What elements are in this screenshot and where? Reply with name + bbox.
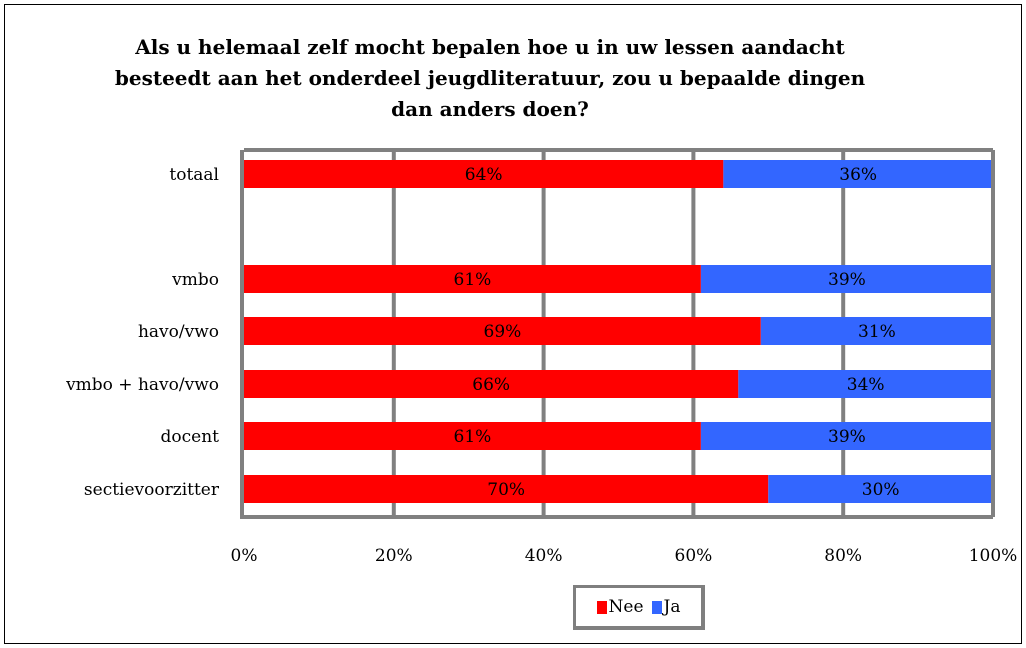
data-label: 30% <box>862 480 900 500</box>
data-label: 39% <box>828 270 866 290</box>
legend-label-ja: Ja <box>663 597 681 617</box>
data-label: 31% <box>858 322 896 342</box>
bar-ja <box>700 265 993 293</box>
y-category-label: totaal <box>169 165 219 185</box>
legend-swatch-nee <box>596 600 607 614</box>
bar-nee <box>244 265 701 293</box>
bar-ja <box>768 475 993 503</box>
data-label: 61% <box>454 270 492 290</box>
y-category-label: vmbo + havo/vwo <box>65 375 219 395</box>
y-category-label: sectievoorzitter <box>84 480 220 500</box>
data-label: 34% <box>847 375 885 395</box>
chart-title: Als u helemaal zelf mocht bepalen hoe u … <box>114 35 866 121</box>
bar-ja <box>760 317 993 345</box>
data-label: 69% <box>484 322 522 342</box>
x-tick-label: 40% <box>525 546 563 566</box>
legend-entry-ja: Ja <box>651 597 681 617</box>
legend-entry-nee: Nee <box>596 597 644 617</box>
x-tick-label: 20% <box>375 546 413 566</box>
y-category-label: havo/vwo <box>138 322 219 342</box>
bar-nee <box>244 370 739 398</box>
legend-swatch-ja <box>651 600 662 614</box>
bar-ja <box>723 160 993 188</box>
bar-nee <box>244 475 769 503</box>
bar-ja <box>738 370 993 398</box>
y-category-label: vmbo <box>171 270 219 290</box>
x-tick-label: 100% <box>969 546 1018 566</box>
legend-label-nee: Nee <box>608 597 644 617</box>
bar-ja <box>700 422 993 450</box>
x-tick-label: 80% <box>824 546 862 566</box>
data-label: 64% <box>465 165 503 185</box>
data-label: 36% <box>839 165 877 185</box>
x-tick-label: 0% <box>231 546 258 566</box>
bar-nee <box>244 422 701 450</box>
data-label: 61% <box>454 427 492 447</box>
legend: Nee Ja <box>573 585 705 630</box>
x-tick-label: 60% <box>675 546 713 566</box>
data-label: 39% <box>828 427 866 447</box>
bar-nee <box>244 160 724 188</box>
y-category-label: docent <box>161 427 220 447</box>
data-label: 70% <box>487 480 525 500</box>
data-label: 66% <box>472 375 510 395</box>
bar-nee <box>244 317 761 345</box>
